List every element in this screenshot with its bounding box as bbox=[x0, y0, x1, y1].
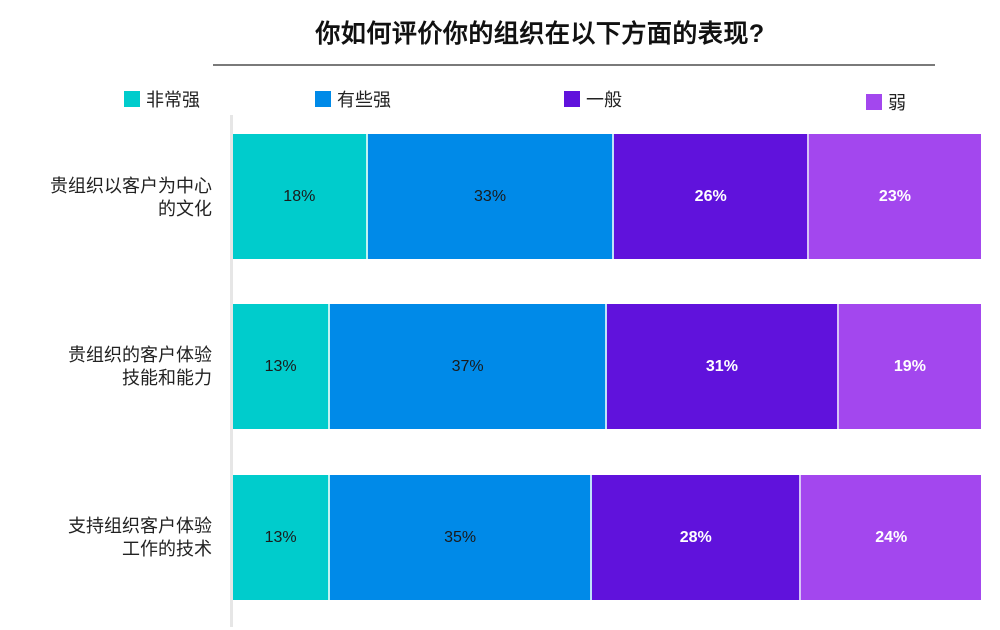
stacked-bar-culture: 18% 33% 26% 23% bbox=[233, 134, 981, 259]
legend-label: 一般 bbox=[586, 90, 622, 110]
stacked-bar-technology: 13% 35% 28% 24% bbox=[233, 475, 981, 600]
bar-segment: 26% bbox=[614, 134, 809, 259]
category-label-technology: 支持组织客户体验 工作的技术 bbox=[68, 516, 212, 559]
legend-label: 弱 bbox=[888, 93, 906, 113]
bar-segment: 37% bbox=[330, 304, 607, 429]
legend-item-weak: 弱 bbox=[866, 89, 906, 115]
y-axis-line bbox=[230, 115, 233, 627]
legend-item-somewhat-strong: 有些强 bbox=[315, 86, 391, 112]
bar-segment: 19% bbox=[838, 304, 981, 429]
data-label: 19% bbox=[893, 357, 926, 375]
legend-swatch-icon bbox=[866, 94, 882, 110]
legend-swatch-icon bbox=[315, 91, 331, 107]
legend-label: 有些强 bbox=[337, 90, 391, 110]
legend-item-average: 一般 bbox=[564, 86, 622, 112]
bar-segment: 31% bbox=[606, 304, 839, 429]
stacked-bar-skills: 13% 37% 31% 19% bbox=[233, 304, 981, 429]
data-label: 28% bbox=[679, 528, 712, 546]
title-divider bbox=[213, 64, 935, 66]
bar-segment: 35% bbox=[330, 475, 593, 600]
category-label-culture: 贵组织以客户为中心 的文化 bbox=[50, 176, 212, 219]
data-label: 13% bbox=[264, 357, 297, 375]
data-label: 33% bbox=[474, 187, 507, 205]
data-label: 24% bbox=[875, 528, 908, 546]
bar-segment: 23% bbox=[808, 134, 981, 259]
legend-swatch-icon bbox=[124, 91, 140, 107]
legend-label: 非常强 bbox=[146, 90, 200, 110]
data-label: 18% bbox=[283, 187, 316, 205]
data-label: 23% bbox=[878, 187, 911, 205]
data-label: 31% bbox=[705, 357, 738, 375]
data-label: 37% bbox=[451, 357, 484, 375]
bar-segment: 28% bbox=[592, 475, 802, 600]
bar-segment: 33% bbox=[367, 134, 615, 259]
bar-segment: 13% bbox=[233, 304, 331, 429]
data-label: 13% bbox=[264, 528, 297, 546]
chart-title: 你如何评价你的组织在以下方面的表现? bbox=[315, 20, 765, 48]
data-label: 35% bbox=[444, 528, 477, 546]
data-label: 26% bbox=[694, 187, 727, 205]
legend-swatch-icon bbox=[564, 91, 580, 107]
category-label-skills: 贵组织的客户体验 技能和能力 bbox=[68, 345, 212, 388]
bar-segment: 18% bbox=[233, 134, 368, 259]
legend-item-very-strong: 非常强 bbox=[124, 86, 200, 112]
bar-segment: 13% bbox=[233, 475, 331, 600]
bar-segment: 24% bbox=[801, 475, 981, 600]
